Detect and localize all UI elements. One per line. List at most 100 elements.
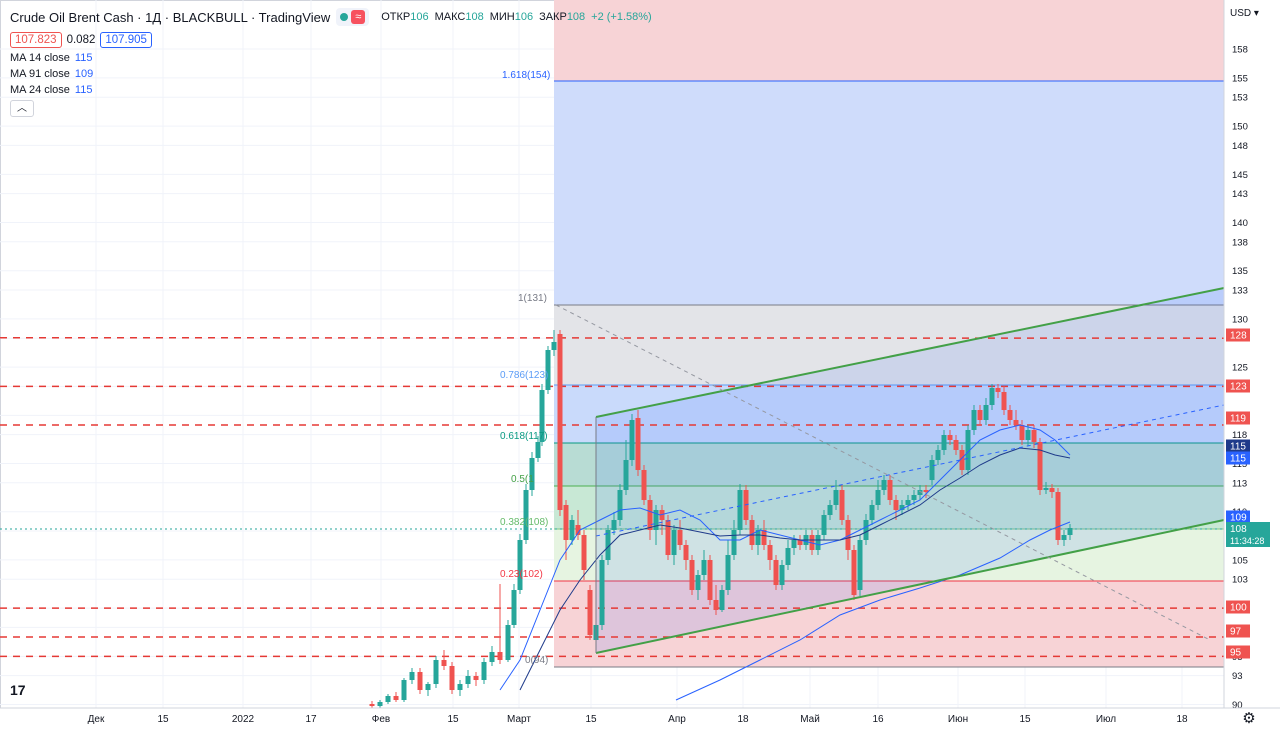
fib-zone-618: [554, 443, 1224, 486]
time-tick: 16: [872, 714, 884, 725]
candle-up: [869, 505, 875, 520]
candle-down: [887, 480, 893, 500]
candle-down: [557, 334, 563, 510]
candle-down: [575, 525, 581, 535]
ma91-line: [675, 521, 1071, 701]
candle-up: [433, 660, 439, 684]
candle-up: [1061, 535, 1067, 540]
candle-down: [893, 500, 899, 510]
price-badge-label: 100: [1230, 603, 1247, 614]
price-badge-label: 128: [1230, 331, 1247, 342]
indicator-ma24[interactable]: MA 24 close 115: [10, 84, 93, 96]
sell-button[interactable]: 107.823: [10, 32, 62, 48]
price-tick: 105: [1232, 555, 1248, 566]
time-tick: Июл: [1096, 714, 1116, 725]
price-tick: 153: [1232, 93, 1248, 104]
price-tick: 135: [1232, 266, 1248, 277]
candle-up: [971, 410, 977, 430]
candle-up: [425, 684, 431, 690]
price-tick: 158: [1232, 45, 1248, 56]
fib-label: 0.382(108): [500, 517, 548, 528]
candle-down: [393, 696, 399, 700]
candle-down: [839, 490, 845, 520]
current-price-label: 108: [1230, 524, 1247, 535]
price-badge: [1226, 328, 1250, 342]
time-tick: Май: [800, 714, 820, 725]
candle-up: [929, 460, 935, 480]
price-tick: 115: [1232, 459, 1247, 470]
candle-up: [737, 490, 743, 530]
indicator-ma91[interactable]: MA 91 close 109: [10, 68, 94, 80]
fib-label: 0.5(1: [511, 474, 534, 485]
candles: [369, 330, 1073, 709]
candle-down: [641, 470, 647, 500]
time-tick: 17: [305, 714, 317, 725]
candle-down: [677, 530, 683, 545]
buy-button[interactable]: 107.905: [100, 32, 152, 48]
candle-up: [545, 350, 551, 390]
candle-up: [481, 662, 487, 680]
candle-up: [377, 702, 383, 706]
fib-zone-236: [554, 581, 1224, 667]
symbol-title[interactable]: Crude Oil Brent Cash · 1Д · BLACKBULL · …: [10, 9, 331, 25]
candle-up: [629, 420, 635, 460]
indicator-ma14[interactable]: MA 14 close 115: [10, 52, 93, 64]
candle-down: [713, 600, 719, 610]
candle-down: [959, 450, 965, 470]
price-tick: 125: [1232, 363, 1248, 374]
candle-down: [773, 560, 779, 585]
candle-up: [701, 560, 707, 575]
candle-up: [401, 680, 407, 700]
price-badge-label: 123: [1230, 382, 1247, 393]
tradingview-logo-icon[interactable]: 17: [10, 682, 26, 698]
market-status[interactable]: ≈: [336, 8, 370, 26]
time-tick: 18: [1176, 714, 1188, 725]
gear-icon[interactable]: ⚙: [1242, 710, 1256, 727]
ohlc-values: ОТКР106 МАКС108 МИН106 ЗАКР108 +2 (+1.58…: [381, 11, 652, 23]
channel-lower-line: [595, 519, 1225, 654]
candle-down: [995, 388, 1001, 392]
candle-up: [385, 696, 391, 702]
time-tick: 2022: [232, 714, 255, 725]
channel-mid-line: [595, 404, 1225, 537]
candle-up: [599, 560, 605, 625]
price-badge-label: 97: [1230, 627, 1242, 638]
time-tick: 15: [157, 714, 169, 725]
candle-up: [539, 390, 545, 442]
candle-down: [449, 666, 455, 690]
price-axis: 158 155 153 150 148 145 143 140 138 135 133 130 128 1…: [1223, 0, 1280, 735]
candle-down: [1037, 442, 1043, 490]
candle-up: [731, 530, 737, 555]
candle-down: [977, 410, 983, 420]
collapse-legend-button[interactable]: ︿: [10, 100, 34, 117]
candle-up: [983, 405, 989, 420]
fib-zone-top: [554, 0, 1224, 81]
price-badge-label: 95: [1230, 648, 1242, 659]
candle-up: [489, 652, 495, 662]
currency-selector[interactable]: USD ▾: [1230, 8, 1259, 19]
candle-up: [815, 535, 821, 550]
candle-up: [457, 684, 463, 690]
candle-up: [821, 515, 827, 535]
time-axis: Дек 15 2022 17 Фев 15 Март 15 Апр 18 Май 16 Июн 15 Июл…: [0, 707, 1280, 735]
price-badge-label: 109: [1230, 513, 1247, 524]
candle-down: [473, 676, 479, 680]
candle-up: [551, 342, 557, 350]
candle-up: [623, 460, 629, 490]
countdown-label: 11:34:28: [1230, 536, 1264, 546]
candle-down: [683, 545, 689, 560]
fib-label: 0.618(117): [500, 431, 548, 442]
candle-up: [611, 520, 617, 530]
fib-trend-line: [555, 304, 1211, 641]
candle-down: [1049, 488, 1055, 492]
candle-up: [1025, 430, 1031, 440]
candle-down: [845, 520, 851, 550]
current-price-badge: [1226, 522, 1270, 547]
candle-up: [465, 676, 471, 684]
channel-upper-line: [595, 287, 1225, 418]
ohlc-open: ОТКР106: [381, 11, 429, 23]
candle-down: [707, 560, 713, 600]
candle-down: [689, 560, 695, 590]
price-tick: 155: [1232, 73, 1248, 84]
